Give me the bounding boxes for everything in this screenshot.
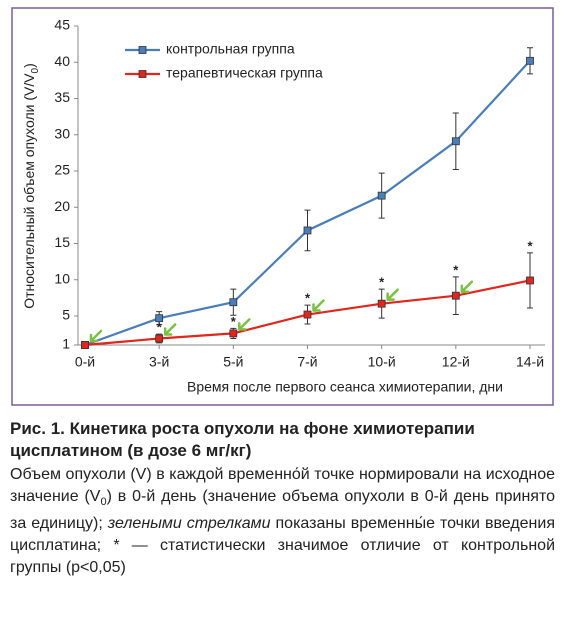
y-tick-label: 30 (54, 125, 70, 141)
data-point (451, 137, 460, 146)
x-tick-label: 5-й (223, 354, 243, 370)
data-point (451, 291, 460, 300)
caption-body: Объем опухоли (V) в каждой временно́й то… (10, 464, 555, 579)
caption-run: показаны временны́е точки введения циспл… (10, 515, 555, 577)
y-tick-label: 40 (54, 53, 70, 69)
data-point (155, 334, 164, 343)
significance-mark: * (157, 320, 163, 335)
x-tick-label: 12-й (442, 354, 470, 370)
data-point (303, 310, 312, 319)
data-point (377, 191, 386, 200)
injection-arrow (312, 299, 325, 312)
y-tick-label: 45 (54, 17, 70, 33)
y-axis-label-main: Относительный объем опухоли (V/V (21, 73, 37, 309)
data-point (303, 226, 312, 235)
chart-frame (11, 7, 554, 406)
y-tick-label: 10 (54, 270, 70, 286)
injection-arrow (89, 329, 103, 343)
y-tick-label: 20 (54, 198, 70, 214)
injection-arrow (163, 323, 177, 336)
significance-mark: * (379, 275, 385, 290)
data-point (155, 314, 164, 323)
y-tick-label: 15 (54, 234, 70, 250)
x-axis-label: Время после первого сеанса химиотерапии,… (187, 379, 503, 395)
legend-marker (138, 46, 147, 54)
data-point (229, 298, 238, 307)
data-point (526, 56, 534, 65)
caption-title: Рис. 1. Кинетика роста опухоли на фоне х… (10, 419, 475, 460)
injection-arrow (238, 318, 251, 331)
significance-mark: * (231, 314, 237, 329)
y-tick-label: 1 (62, 336, 70, 352)
significance-mark: * (453, 262, 459, 277)
caption-run: 0 (100, 496, 107, 509)
y-tick-label: 5 (62, 307, 70, 323)
caption: Рис. 1. Кинетика роста опухоли на фоне х… (10, 418, 555, 579)
caption-run: Объем опухоли (V) в каждой временно́й то… (10, 466, 555, 505)
injection-arrow (460, 280, 474, 293)
y-axis-label-end: ) (21, 63, 37, 68)
x-tick-label: 7-й (297, 354, 317, 370)
x-tick-label: 0-й (75, 354, 95, 370)
data-point (81, 341, 89, 349)
data-point (377, 299, 386, 308)
caption-run: зелеными стрелками (107, 515, 271, 533)
legend-label: терапевтическая группа (166, 65, 323, 81)
caption-run: ) в 0-й день (значение объема опухоли в … (10, 488, 555, 533)
chart: Относительный объем опухоли (V/V0) Время… (11, 7, 554, 406)
significance-mark: * (305, 291, 311, 306)
legend-marker (138, 70, 147, 78)
y-tick-label: 25 (54, 162, 70, 178)
y-axis-label-sub: 0 (30, 67, 41, 73)
y-axis-label: Относительный объем опухоли (V/V0) (21, 63, 41, 309)
legend-label: контрольная группа (166, 41, 295, 57)
significance-mark: * (527, 238, 533, 253)
x-tick-label: 14-й (516, 354, 544, 370)
data-point (526, 276, 534, 285)
x-tick-label: 3-й (149, 354, 169, 370)
injection-arrow (386, 288, 399, 301)
data-point (229, 329, 238, 338)
x-tick-label: 10-й (368, 354, 396, 370)
y-tick-label: 35 (54, 89, 70, 105)
